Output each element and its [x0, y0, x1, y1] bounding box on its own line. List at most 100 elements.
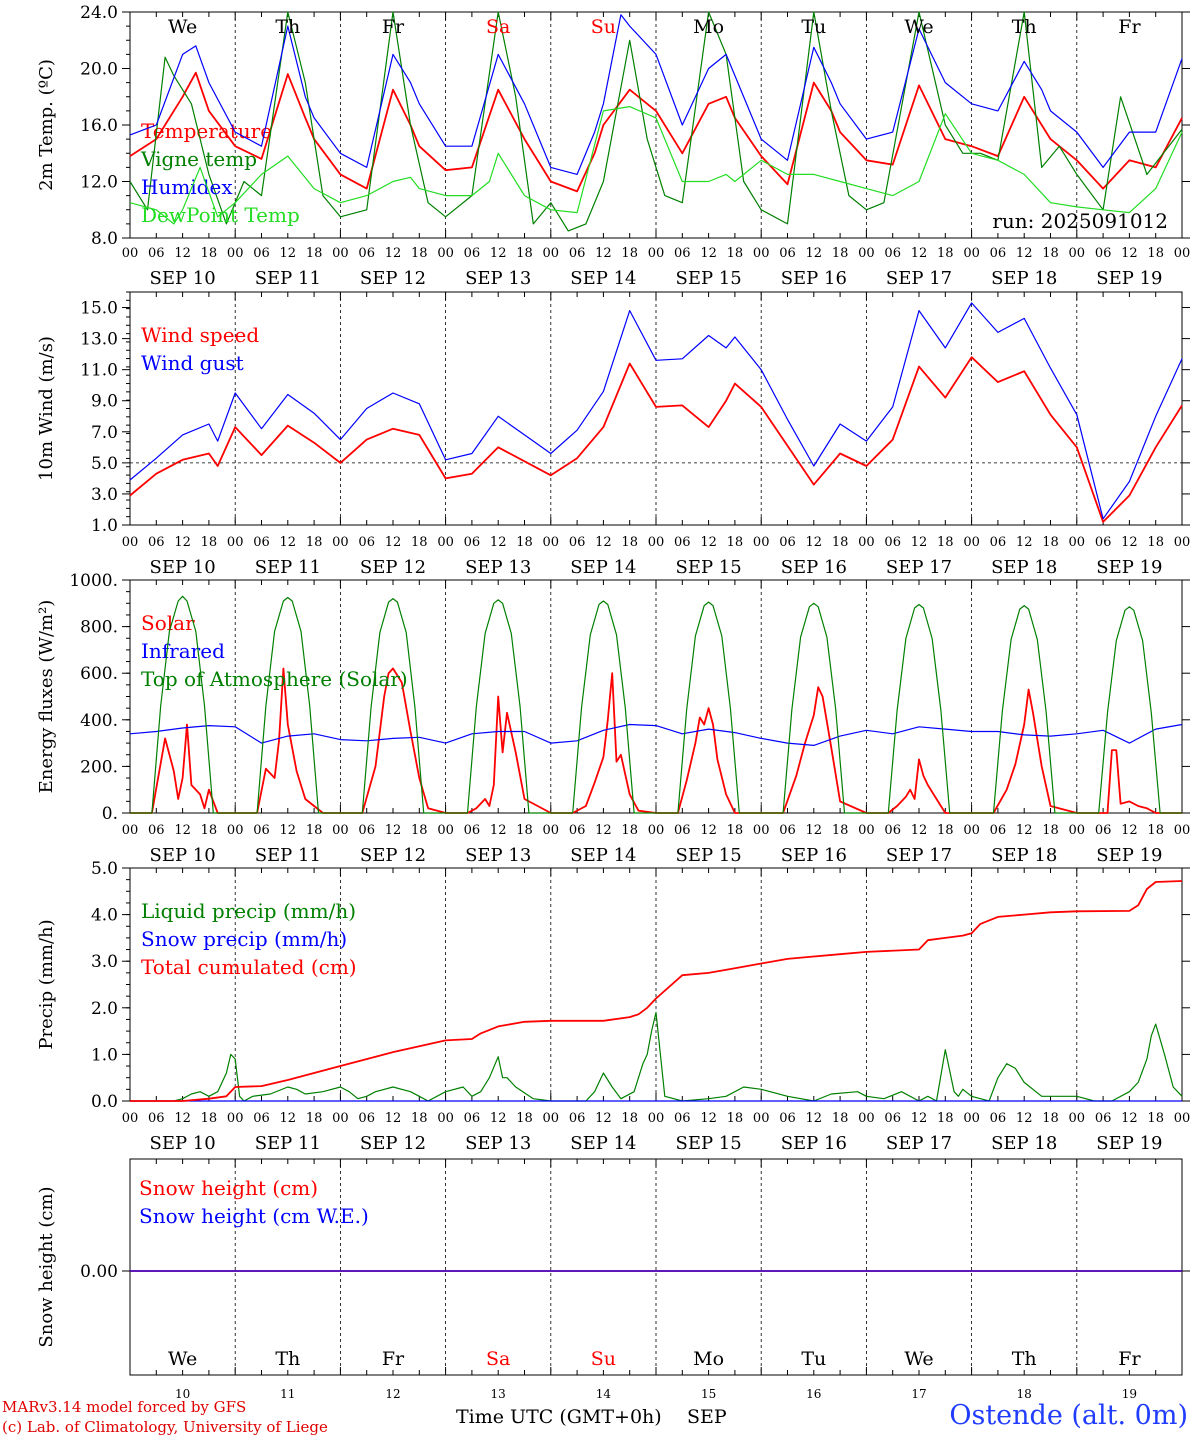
panel2-hour-label: 00: [1174, 535, 1191, 550]
panel2-hour-label: 06: [464, 535, 481, 550]
panel3-hour-label: 06: [358, 823, 375, 838]
panel4-hour-label: 00: [1069, 1111, 1086, 1126]
panel2-series-wind-speed: [129, 356, 1183, 523]
panel1-hour-label: 00: [332, 246, 349, 261]
panel3-hour-label: 06: [569, 823, 586, 838]
panel2-ytick-label: 9.0: [91, 392, 118, 412]
panel4-hour-label: 12: [911, 1111, 928, 1126]
date-number-5: 15: [701, 1387, 716, 1401]
panel4-date-label: SEP 15: [675, 1133, 741, 1154]
panel1-hour-label: 12: [174, 246, 191, 261]
panel3-hour-label: 00: [1174, 823, 1191, 838]
panel2-hour-label: 06: [779, 535, 796, 550]
panel1-date-label: SEP 14: [570, 268, 636, 289]
panel2-hour-label: 00: [227, 535, 244, 550]
panel5-legend-1: Snow height (cm W.E.): [139, 1204, 369, 1228]
date-number-9: 19: [1122, 1387, 1137, 1401]
panel1-hour-label: 18: [621, 246, 638, 261]
panel1-hour-label: 00: [437, 246, 454, 261]
panel1-hour-label: 06: [1095, 246, 1112, 261]
panel4-hour-label: 12: [280, 1111, 297, 1126]
panel3-hour-label: 00: [543, 823, 560, 838]
panel2-ytick-label: 11.0: [80, 361, 118, 381]
panel3-hour-label: 00: [437, 823, 454, 838]
weekday-top-5: Mo: [693, 16, 724, 38]
panel3-hour-label: 12: [490, 823, 507, 838]
panel3-date-label: SEP 16: [781, 845, 847, 866]
panel2-hour-label: 12: [700, 535, 717, 550]
panel1-date-label: SEP 12: [360, 268, 426, 289]
panel4-hour-label: 18: [516, 1111, 533, 1126]
panel1-hour-label: 12: [806, 246, 823, 261]
panel3-legend-0: Solar: [141, 611, 195, 635]
panel1-hour-label: 18: [1042, 246, 1059, 261]
panel4-hour-label: 00: [648, 1111, 665, 1126]
panel2-hour-label: 18: [516, 535, 533, 550]
panel3-hour-label: 06: [990, 823, 1007, 838]
panel2-date-label: SEP 10: [149, 557, 215, 578]
panel1-series-vigne-temp: [129, 11, 1183, 232]
panel1-ytick-label: 12.0: [80, 173, 118, 193]
weekday-top-0: We: [168, 16, 197, 38]
panel2-hour-label: 18: [1042, 535, 1059, 550]
panel1-hour-label: 06: [464, 246, 481, 261]
panel2-ytick-label: 5.0: [91, 454, 118, 474]
panel3-date-label: SEP 17: [886, 845, 952, 866]
panel2-hour-label: 00: [437, 535, 454, 550]
weekday-bottom-3: Sa: [486, 1348, 510, 1370]
panel1-hour-label: 12: [595, 246, 612, 261]
date-number-8: 18: [1017, 1387, 1032, 1401]
panel3-hour-label: 00: [332, 823, 349, 838]
panel4-legend-0: Liquid precip (mm/h): [141, 899, 356, 923]
weekday-bottom-4: Su: [591, 1348, 616, 1370]
panel2-ytick-label: 7.0: [91, 423, 118, 443]
panel4-hour-label: 12: [174, 1111, 191, 1126]
panel3-series-top-of-atmosphere-solar-: [130, 595, 1182, 814]
panel1-hour-label: 18: [937, 246, 954, 261]
panel2-ytick-label: 3.0: [91, 485, 118, 505]
panel2-hour-label: 06: [990, 535, 1007, 550]
panel3-hour-label: 18: [1147, 823, 1164, 838]
panel4-hour-label: 00: [1174, 1111, 1191, 1126]
panel2-hour-label: 06: [148, 535, 165, 550]
panel3-hour-label: 12: [1016, 823, 1033, 838]
panel1-hour-label: 18: [727, 246, 744, 261]
panel3-hour-label: 06: [674, 823, 691, 838]
panel5-ylabel: Snow height (cm): [36, 1186, 57, 1347]
panel2-date-label: SEP 15: [675, 557, 741, 578]
panel4-date-label: SEP 18: [991, 1133, 1057, 1154]
panel4-hour-label: 18: [832, 1111, 849, 1126]
panel3-hour-label: 06: [253, 823, 270, 838]
weekday-bottom-7: We: [904, 1348, 933, 1370]
panel4-hour-label: 12: [490, 1111, 507, 1126]
panel3-hour-label: 18: [201, 823, 218, 838]
panel3-hour-label: 00: [858, 823, 875, 838]
panel2-hour-label: 06: [358, 535, 375, 550]
date-number-0: 10: [175, 1387, 190, 1401]
panel3-hour-label: 12: [806, 823, 823, 838]
station-name: Ostende (alt. 0m): [949, 1400, 1188, 1431]
panel2-hour-label: 18: [1147, 535, 1164, 550]
panel3-hour-label: 12: [1121, 823, 1138, 838]
panel4-hour-label: 18: [306, 1111, 323, 1126]
panel3-ylabel: Energy fluxes (W/m²): [36, 600, 57, 794]
panel2-hour-label: 00: [332, 535, 349, 550]
panel2-hour-label: 06: [1095, 535, 1112, 550]
panel4-ytick-label: 5.0: [91, 859, 118, 879]
panel3-hour-label: 18: [832, 823, 849, 838]
panel4-date-label: SEP 12: [360, 1133, 426, 1154]
panel3-hour-label: 18: [306, 823, 323, 838]
panel1-legend-0: Temperature: [141, 119, 272, 143]
panel2-hour-label: 18: [727, 535, 744, 550]
panel1-ytick-label: 16.0: [80, 116, 118, 136]
panel2-hour-label: 12: [1016, 535, 1033, 550]
panel3-ytick-label: 600.: [80, 664, 118, 684]
weekday-bottom-6: Tu: [801, 1348, 826, 1370]
panel3-date-label: SEP 14: [570, 845, 636, 866]
panel2-date-label: SEP 12: [360, 557, 426, 578]
panel1-series-humidex: [129, 14, 1183, 175]
date-number-3: 13: [491, 1387, 506, 1401]
panel5-legend-0: Snow height (cm): [139, 1176, 318, 1200]
weekday-bottom-1: Th: [275, 1348, 300, 1370]
panel4-hour-label: 00: [858, 1111, 875, 1126]
